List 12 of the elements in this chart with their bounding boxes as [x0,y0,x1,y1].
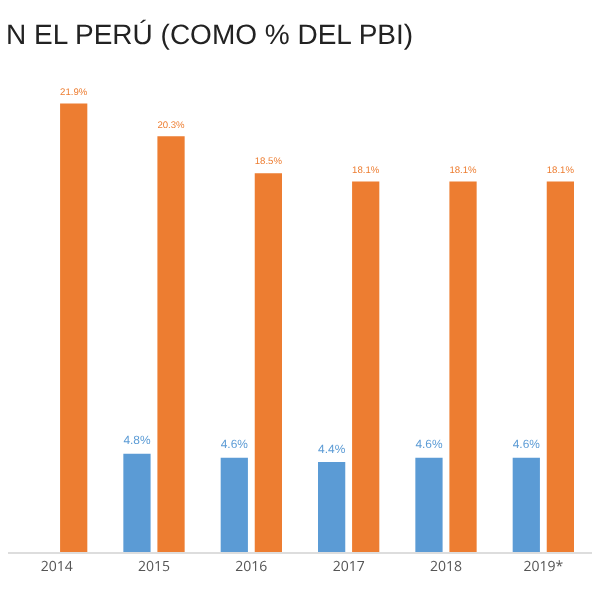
chart-title: N EL PERÚ (COMO % DEL PBI) [6,17,414,50]
bar [415,457,443,552]
bar [60,103,88,552]
bar [220,457,248,552]
bar [512,457,540,552]
bar [352,181,380,552]
bar [449,181,477,552]
bar [318,461,346,552]
bar [254,173,282,552]
bar [157,136,185,552]
bar [546,181,574,552]
bar [123,453,151,552]
